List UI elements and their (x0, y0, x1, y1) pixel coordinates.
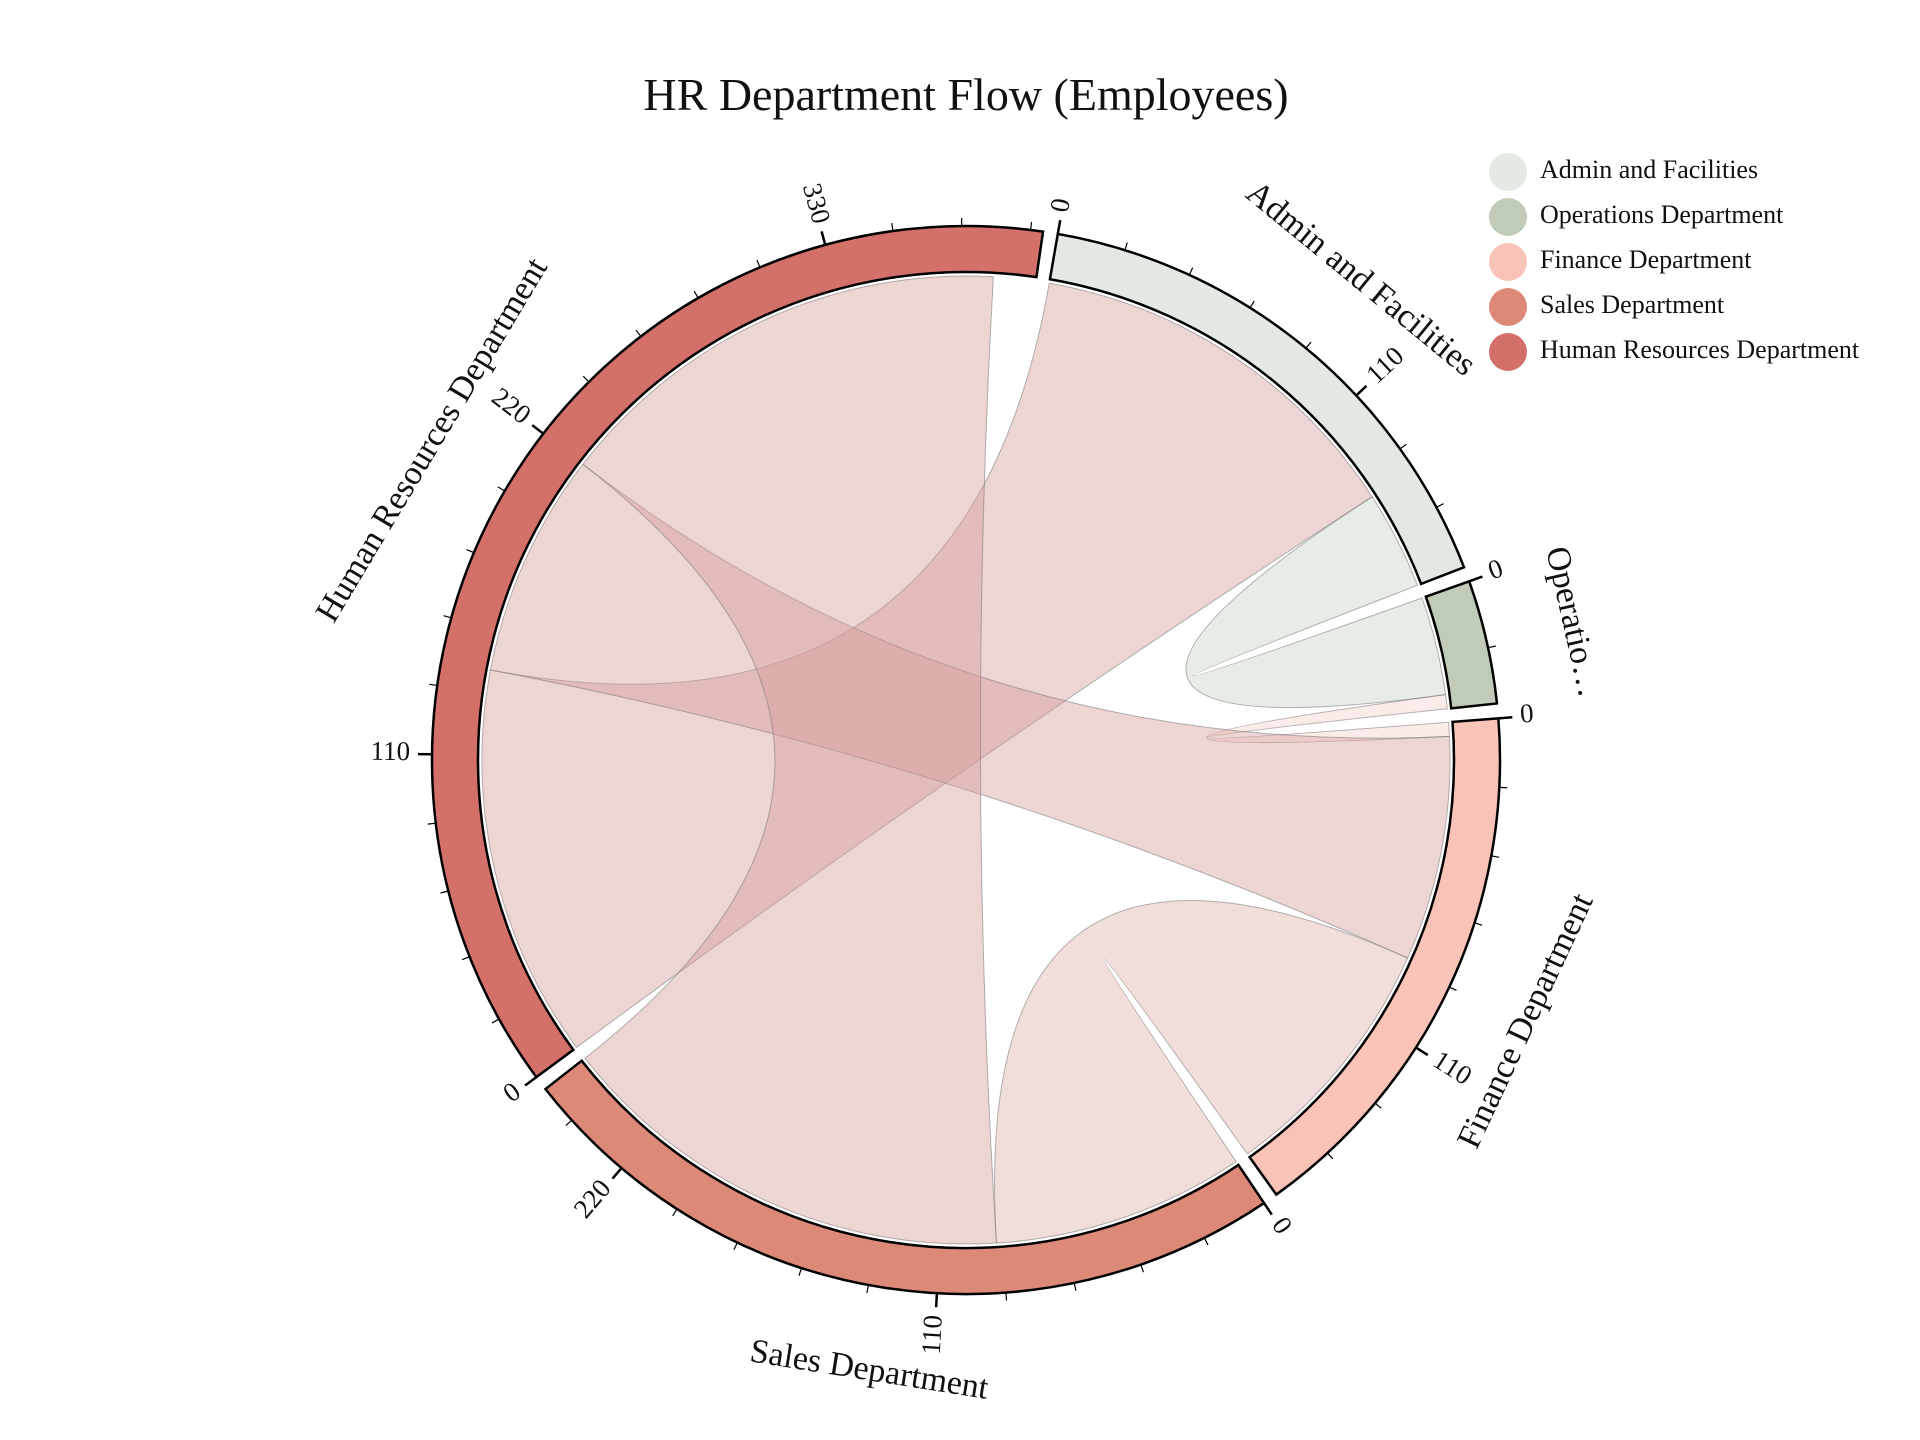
minor-tick (466, 548, 475, 554)
major-tick (1498, 715, 1513, 720)
ribbon-finance-department-to-sales-department (994, 900, 1409, 1244)
minor-tick (427, 822, 436, 825)
ribbon-admin-and-facilities-to-human-resources-department (481, 282, 1373, 1049)
ribbon-layer (481, 275, 1451, 1245)
minor-tick (866, 1284, 869, 1293)
legend-label: Finance Department (1540, 245, 1752, 274)
tick-label: 0 (1044, 196, 1076, 214)
legend-swatch (1489, 243, 1527, 281)
minor-tick (443, 615, 452, 619)
minor-tick (461, 956, 470, 961)
minor-tick (1474, 922, 1483, 926)
legend-item-human-resources-department: Human Resources Department (1489, 333, 1860, 371)
minor-tick (672, 1208, 678, 1217)
legend-label: Admin and Facilities (1540, 155, 1758, 184)
minor-tick (756, 259, 761, 268)
major-tick (1415, 1046, 1429, 1057)
tick-label: 330 (797, 180, 837, 227)
tick-label: 110 (916, 1314, 948, 1355)
ribbon-sales-department-to-human-resources-department (582, 275, 998, 1245)
minor-tick (891, 223, 894, 232)
minor-tick (1487, 645, 1497, 649)
tick-label: 110 (1360, 340, 1409, 389)
tick-label: 220 (486, 381, 536, 429)
minor-tick (693, 290, 699, 299)
minor-tick (1374, 1102, 1382, 1109)
legend-swatch (1489, 153, 1527, 191)
group-arc-operations-department (1424, 579, 1499, 710)
group-arc-sales-department (543, 1058, 1266, 1296)
minor-tick (582, 375, 590, 383)
legend-label: Human Resources Department (1540, 335, 1860, 364)
tick-label: 0 (1519, 698, 1535, 729)
minor-tick (1249, 300, 1255, 309)
minor-tick (1073, 1282, 1077, 1291)
tick-label: 0 (1484, 553, 1507, 586)
legend-label: Sales Department (1540, 290, 1725, 319)
minor-tick (1188, 267, 1194, 276)
minor-tick (1124, 242, 1128, 251)
chart-title: HR Department Flow (Employees) (643, 69, 1288, 120)
group-arc-admin-and-facilities (1048, 232, 1466, 586)
tick-label: 110 (1428, 1044, 1477, 1091)
group-arc-human-resources-department (430, 224, 1045, 1079)
legend-swatch (1489, 288, 1527, 326)
minor-tick (1305, 341, 1312, 349)
ribbon-admin-and-facilities-to-operations-department (1185, 496, 1447, 709)
major-tick (934, 1293, 939, 1308)
group-label-human-resources-department: Human Resources Department (309, 251, 556, 628)
minor-tick (1327, 1152, 1334, 1160)
legend-item-finance-department: Finance Department (1489, 243, 1752, 281)
minor-tick (497, 486, 506, 492)
tick-label: 110 (370, 736, 410, 766)
major-tick (820, 231, 827, 246)
major-tick (1355, 385, 1368, 397)
legend: Admin and Facilities Operations Departmen… (1489, 153, 1860, 371)
minor-tick (1491, 855, 1500, 858)
major-tick (1056, 219, 1062, 235)
group-label-sales-department: Sales Department (747, 1333, 991, 1407)
minor-tick (733, 1242, 738, 1251)
minor-tick (1436, 503, 1444, 508)
tick-label: 0 (497, 1076, 526, 1108)
legend-label: Operations Department (1540, 200, 1784, 229)
minor-tick (1030, 221, 1033, 230)
minor-tick (798, 1267, 803, 1276)
minor-tick (1140, 1264, 1144, 1273)
legend-swatch (1489, 333, 1527, 371)
minor-tick (429, 683, 438, 687)
minor-tick (440, 890, 449, 894)
tick-label: 0 (1266, 1211, 1298, 1239)
minor-tick (1005, 1292, 1008, 1301)
minor-tick (1399, 443, 1407, 450)
minor-tick (635, 329, 642, 337)
minor-tick (1449, 986, 1457, 992)
legend-item-operations-department: Operations Department (1489, 198, 1784, 236)
minor-tick (1203, 1237, 1209, 1246)
ribbon-operations-department-to-finance-department (1206, 694, 1450, 744)
group-label-operations-department: Operatio… (1538, 543, 1608, 700)
major-tick (1468, 575, 1483, 583)
group-arc-layer (430, 224, 1502, 1296)
major-tick (531, 424, 545, 435)
legend-item-sales-department: Sales Department (1489, 288, 1725, 326)
minor-tick (565, 1119, 573, 1127)
major-tick (524, 1076, 538, 1087)
tick-label: 220 (568, 1173, 617, 1223)
major-tick (1263, 1202, 1273, 1216)
minor-tick (491, 1018, 500, 1024)
legend-item-admin-and-facilities: Admin and Facilities (1489, 153, 1758, 191)
legend-swatch (1489, 198, 1527, 236)
major-tick (611, 1167, 623, 1180)
group-arc-finance-department (1247, 716, 1502, 1197)
